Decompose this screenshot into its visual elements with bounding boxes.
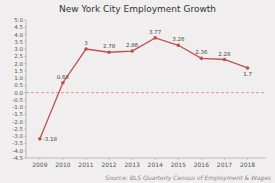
data-point <box>223 58 227 62</box>
annotation: Source: BLS Quarterly Census of Employme… <box>105 174 271 182</box>
data-point <box>246 66 250 70</box>
x-tick-label: 2018 <box>240 161 255 168</box>
data-label: 2.28 <box>218 51 231 57</box>
data-label: 2.86 <box>126 42 139 48</box>
y-tick-label: 1.0 <box>14 75 23 81</box>
y-tick-label: 3.5 <box>14 39 23 45</box>
data-label: 2.36 <box>195 49 208 55</box>
y-tick-label: -1.0 <box>12 104 23 110</box>
data-point <box>84 47 88 51</box>
x-tick-label: 2013 <box>125 161 140 168</box>
x-tick-label: 2012 <box>101 161 116 168</box>
plot-area <box>26 36 266 141</box>
y-tick-label: 0.0 <box>14 90 23 96</box>
data-label: 2.78 <box>103 43 116 49</box>
data-label: -3.18 <box>43 136 58 142</box>
data-label: 3.26 <box>172 36 185 42</box>
x-tick-label: 2010 <box>55 161 70 168</box>
x-tick-label: 2009 <box>32 161 47 168</box>
data-point <box>107 50 111 54</box>
y-tick-label: 2.0 <box>14 61 23 67</box>
data-label: 0.68 <box>57 74 70 80</box>
y-tick-label: -1.5 <box>12 111 23 117</box>
x-tick-label: 2017 <box>217 161 232 168</box>
y-tick-label: 4.5 <box>14 24 23 30</box>
data-point <box>177 43 181 47</box>
y-tick-label: 3.0 <box>14 46 23 52</box>
y-tick-label: -3.0 <box>12 133 23 139</box>
x-tick-label: 2011 <box>78 161 93 168</box>
y-tick-label: 1.5 <box>14 68 23 74</box>
x-tick-label: 2015 <box>171 161 186 168</box>
y-tick-label: -4.5 <box>12 155 23 161</box>
title: New York City Employment Growth <box>59 4 216 14</box>
data-label: 3.77 <box>149 29 162 35</box>
data-point <box>153 36 157 40</box>
x-tick-label: 2014 <box>148 161 163 168</box>
y-tick-label: 2.5 <box>14 53 23 59</box>
y-tick-label: -0.5 <box>12 97 23 103</box>
y-tick-label: -4.0 <box>12 148 23 154</box>
data-point <box>38 137 42 141</box>
y-tick-label: 5.0 <box>14 17 23 23</box>
y-axis <box>26 20 27 158</box>
data-point <box>130 49 134 53</box>
x-axis <box>26 158 266 159</box>
data-point <box>61 81 65 85</box>
data-line <box>40 38 248 139</box>
y-tick-label: -2.5 <box>12 126 23 132</box>
y-tick-label: 0.5 <box>14 82 23 88</box>
data-label: 3 <box>84 40 88 46</box>
y-tick-label: -2.0 <box>12 119 23 125</box>
data-point <box>200 57 204 61</box>
x-tick-label: 2016 <box>194 161 209 168</box>
y-tick-label: -3.5 <box>12 140 23 146</box>
zero-line <box>26 92 266 93</box>
chart: New York City Employment Growth Source: B… <box>0 0 275 183</box>
data-label: 1.7 <box>243 71 252 77</box>
y-tick-label: 4.0 <box>14 32 23 38</box>
